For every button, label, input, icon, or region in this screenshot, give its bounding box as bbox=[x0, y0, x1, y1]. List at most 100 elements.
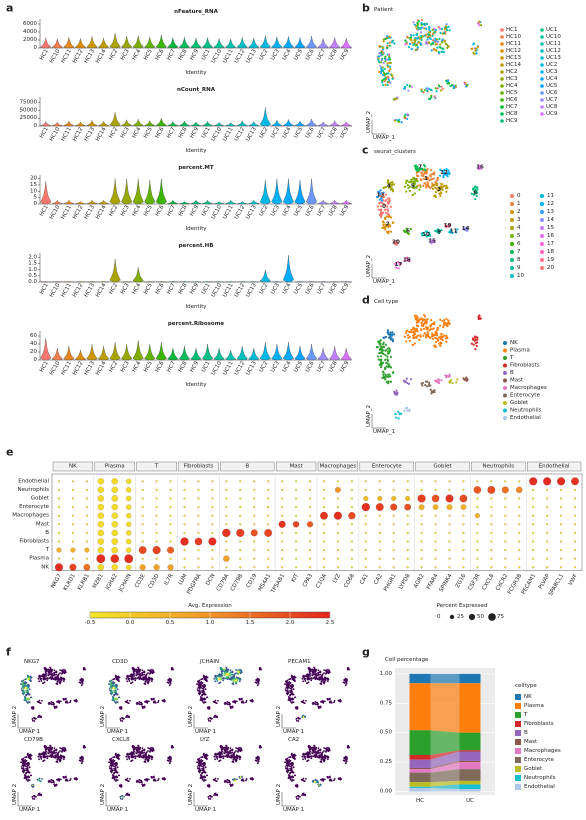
cell-dot bbox=[395, 393, 399, 396]
cell-dot bbox=[201, 678, 204, 680]
x-tick-label: UC3 bbox=[270, 48, 281, 61]
cell-dot bbox=[435, 38, 438, 41]
violin bbox=[167, 199, 179, 205]
cell-dot bbox=[379, 344, 382, 347]
legend-label: UC9 bbox=[546, 111, 558, 117]
cell-dot bbox=[333, 700, 336, 702]
expression-dot bbox=[169, 488, 172, 491]
size-key bbox=[449, 614, 455, 620]
cell-dot bbox=[47, 748, 50, 751]
cell-dot bbox=[24, 776, 27, 779]
cell-dot bbox=[403, 115, 406, 118]
cell-dot bbox=[55, 677, 57, 680]
panel-letter: a bbox=[6, 2, 13, 15]
cell-dot bbox=[151, 668, 153, 671]
expression-dot bbox=[69, 563, 77, 571]
cell-dot bbox=[433, 390, 436, 394]
cell-dot bbox=[61, 670, 64, 673]
cell-dot bbox=[413, 177, 417, 180]
cell-dot bbox=[219, 751, 222, 754]
expression-dot bbox=[169, 480, 172, 483]
cell-dot bbox=[24, 698, 27, 701]
expression-dot bbox=[197, 506, 200, 509]
expression-dot bbox=[391, 496, 397, 501]
cell-dot bbox=[222, 755, 225, 758]
umap-y-label: UMAP_2 bbox=[366, 111, 372, 133]
cell-dot bbox=[422, 184, 425, 187]
legend-label: 19 bbox=[547, 257, 554, 263]
expression-dot bbox=[111, 521, 118, 528]
expression-dot bbox=[560, 523, 563, 526]
cell-dot bbox=[63, 668, 65, 671]
cell-dot bbox=[421, 384, 424, 387]
cell-dot bbox=[44, 668, 47, 671]
cell-dot bbox=[397, 120, 400, 123]
expression-dot bbox=[434, 566, 437, 569]
expression-dot bbox=[434, 514, 437, 517]
cell-dot bbox=[455, 231, 458, 234]
cell-dot bbox=[446, 324, 449, 328]
cell-dot bbox=[147, 700, 150, 703]
legend-dot bbox=[503, 363, 507, 368]
expression-dot bbox=[141, 514, 144, 517]
cell-dot bbox=[380, 51, 383, 54]
cell-dot bbox=[131, 673, 134, 676]
expression-dot bbox=[501, 486, 509, 494]
legend-label: Macrophages bbox=[510, 385, 547, 391]
cell-dot bbox=[412, 34, 415, 37]
cell-dot bbox=[147, 672, 149, 674]
cell-dot bbox=[433, 27, 436, 30]
cell-dot bbox=[428, 231, 431, 234]
cell-dot bbox=[147, 747, 150, 749]
cell-dot bbox=[441, 188, 444, 192]
cell-dot bbox=[421, 317, 424, 321]
violin bbox=[40, 181, 52, 205]
cell-dot bbox=[386, 62, 389, 65]
cell-dot bbox=[423, 182, 426, 185]
expression-dot bbox=[418, 504, 425, 510]
colorbar-tick-label: 0.0 bbox=[126, 620, 135, 626]
gene-label: CA1 bbox=[359, 573, 370, 586]
cell-dot bbox=[135, 748, 138, 751]
cell-dot bbox=[290, 698, 292, 701]
cell-dot bbox=[140, 755, 142, 758]
legend-label: HC14 bbox=[506, 62, 521, 68]
panel-letter: d bbox=[362, 294, 370, 307]
x-tick-label: UC4 bbox=[282, 48, 293, 61]
cell-dot bbox=[380, 347, 383, 350]
cell-dot bbox=[27, 702, 29, 704]
expression-dot bbox=[281, 566, 284, 569]
cell-dot bbox=[425, 186, 428, 189]
cell-dot bbox=[41, 675, 44, 678]
feature-title: CA2 bbox=[288, 737, 299, 743]
cell-dot bbox=[378, 340, 381, 343]
cell-dot bbox=[289, 689, 292, 692]
cell-dot bbox=[120, 785, 123, 788]
cell-dot bbox=[200, 698, 203, 701]
cell-dot bbox=[411, 193, 414, 197]
cell-dot bbox=[114, 766, 117, 769]
cell-dot bbox=[26, 698, 28, 701]
expression-dot bbox=[390, 503, 398, 511]
cell-dot bbox=[233, 779, 236, 782]
legend-dot bbox=[503, 393, 507, 398]
cell-dot bbox=[437, 188, 440, 191]
cell-dot bbox=[227, 753, 230, 756]
cell-dot bbox=[435, 187, 438, 190]
x-tick-label: HC3 bbox=[120, 282, 131, 295]
cell-dot bbox=[384, 37, 387, 41]
expression-dot bbox=[434, 480, 437, 483]
legend-dot bbox=[503, 356, 507, 360]
gene-label: NKG7 bbox=[50, 573, 63, 590]
cell-dot bbox=[455, 381, 458, 384]
gene-label: MZB1 bbox=[92, 573, 105, 590]
cell-dot bbox=[222, 679, 225, 682]
expression-dot bbox=[462, 488, 465, 491]
legend-dot bbox=[510, 250, 514, 254]
axis-arrow bbox=[193, 714, 208, 729]
cell-dot bbox=[28, 688, 31, 691]
cell-dot bbox=[203, 686, 205, 689]
cell-dot bbox=[422, 91, 425, 94]
cell-dot bbox=[47, 670, 50, 673]
cell-dot bbox=[436, 230, 439, 234]
